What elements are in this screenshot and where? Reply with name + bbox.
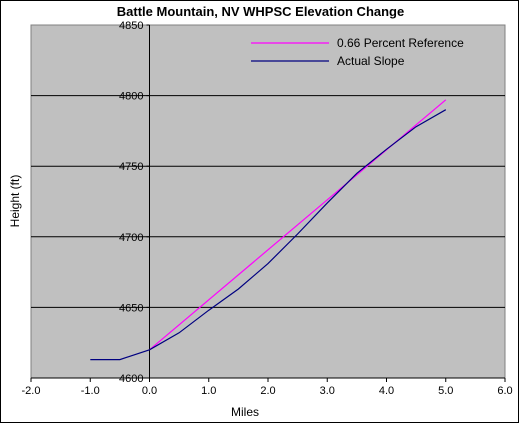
y-tick-label: 4800 [119,91,143,103]
legend-label-2: Actual Slope [337,54,405,68]
y-tick-label: 4850 [119,20,143,32]
y-tick-label: 4600 [119,373,143,385]
legend-label-1: 0.66 Percent Reference [337,36,464,50]
x-tick-label: -1.0 [81,385,100,397]
x-tick-label: 1.0 [201,385,216,397]
y-tick-label: 4650 [119,302,143,314]
plot-background [30,24,506,379]
chart-title: Battle Mountain, NV WHPSC Elevation Chan… [116,4,405,19]
x-tick-label: 4.0 [379,385,394,397]
x-axis-title: Miles [230,405,260,419]
x-tick-label: 5.0 [438,385,453,397]
x-tick-label: -2.0 [22,385,41,397]
x-tick-label: 3.0 [320,385,335,397]
x-tick-label: 2.0 [260,385,275,397]
y-tick-label: 4750 [119,161,143,173]
y-tick-label: 4700 [119,232,143,244]
series-line-2 [90,109,447,361]
x-tick-label: 6.0 [497,385,512,397]
x-tick-label: 0.0 [142,385,157,397]
